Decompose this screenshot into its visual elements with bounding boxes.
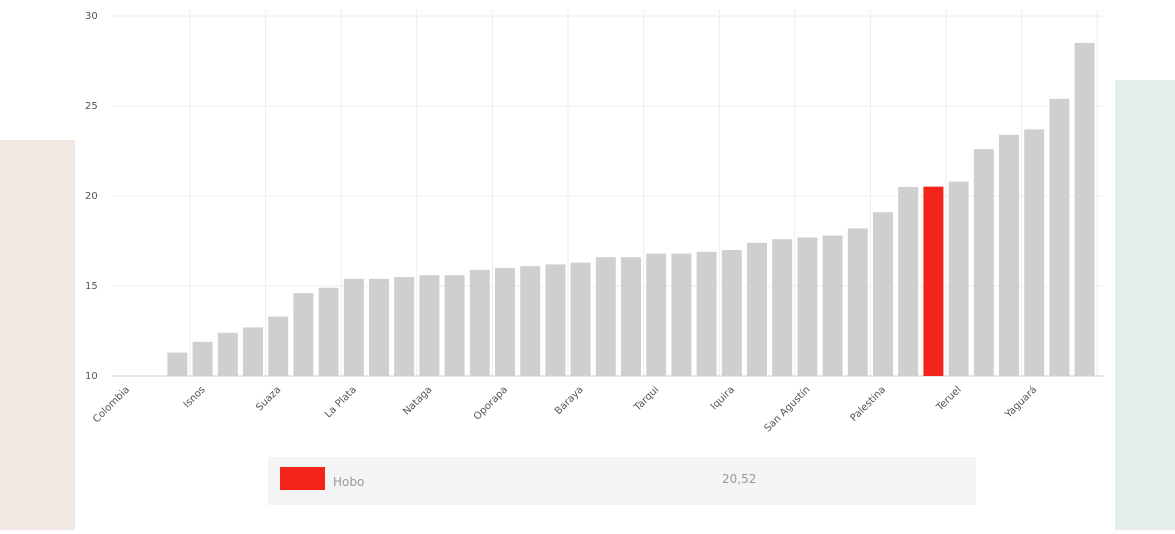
x-tick-label: Colombia [91, 384, 132, 425]
bar [873, 212, 893, 376]
bar [646, 253, 667, 376]
highlight-box [268, 457, 976, 505]
bar [797, 237, 818, 376]
background-photo [0, 140, 75, 530]
highlight-value: 20,52 [722, 472, 756, 486]
bar [444, 275, 465, 376]
bar [192, 341, 213, 376]
bar [595, 257, 616, 376]
x-tick-label: Tarqui [632, 384, 662, 414]
bar [721, 250, 742, 376]
bar [923, 186, 944, 376]
highlight-swatch [280, 467, 325, 490]
bar [621, 257, 641, 376]
x-tick-label: Suaza [254, 384, 283, 413]
x-tick-label: Oporapa [472, 384, 510, 422]
x-tick-label: Iquira [709, 384, 737, 412]
bar [520, 266, 541, 376]
x-tick-label: Isnos [182, 384, 208, 410]
background-photo [1115, 80, 1175, 530]
bar [696, 251, 717, 376]
bar [268, 316, 289, 376]
x-tick-label: La Plata [323, 384, 359, 420]
bar [167, 352, 188, 376]
y-tick-label: 20 [85, 191, 98, 202]
bar [1049, 98, 1070, 377]
bar [217, 332, 238, 376]
bar [369, 278, 389, 376]
x-tick-label: Teruel [934, 384, 964, 414]
bar [671, 253, 692, 376]
x-tick-label: Yaguará [1002, 384, 1039, 421]
bar [847, 228, 868, 376]
bar [293, 293, 314, 376]
bar [772, 239, 793, 376]
bar [469, 269, 490, 376]
y-tick-label: 30 [85, 11, 98, 22]
bar [243, 327, 263, 376]
bar [570, 262, 591, 376]
bar [948, 181, 969, 376]
bar [1074, 43, 1095, 376]
bar [898, 187, 919, 376]
bar [419, 275, 440, 376]
x-tick-label: San Agustín [762, 384, 813, 435]
bar [1024, 129, 1045, 376]
x-tick-label: Baraya [553, 384, 586, 417]
bar [495, 268, 515, 376]
bar [343, 278, 364, 376]
bar [747, 242, 767, 376]
y-tick-label: 10 [85, 371, 98, 382]
bar [822, 235, 843, 376]
bar [999, 134, 1019, 376]
highlight-name: Hobo [333, 475, 364, 489]
y-tick-label: 15 [85, 281, 98, 292]
y-tick-label: 25 [85, 101, 98, 112]
x-tick-label: Nataga [401, 384, 434, 417]
x-tick-label: Palestina [849, 384, 889, 424]
bar [394, 277, 415, 376]
bar [973, 149, 994, 376]
bar [545, 264, 566, 376]
bar [318, 287, 339, 376]
